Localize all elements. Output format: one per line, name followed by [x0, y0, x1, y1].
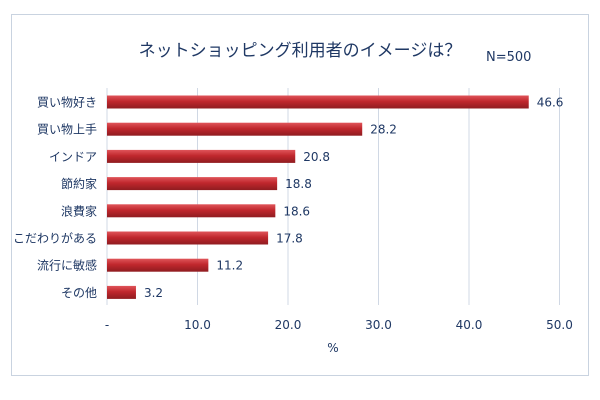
- bar: [107, 258, 209, 272]
- bar: [107, 177, 278, 191]
- category-label: インドア: [49, 150, 97, 164]
- data-label: 20.8: [303, 150, 330, 164]
- bars-group: [107, 95, 529, 299]
- data-label: 46.6: [537, 96, 564, 110]
- x-tick-label: 30.0: [365, 318, 392, 332]
- bar: [107, 122, 363, 136]
- x-tick-label: -: [105, 318, 109, 332]
- data-label: 17.8: [276, 232, 303, 246]
- bar: [107, 204, 276, 218]
- x-tick-label: 20.0: [275, 318, 302, 332]
- category-label: 浪費家: [61, 203, 97, 218]
- data-label: 18.8: [285, 177, 312, 191]
- data-label: 18.6: [283, 204, 310, 218]
- data-label: 11.2: [216, 259, 243, 273]
- category-label: その他: [61, 286, 97, 300]
- category-label: 買い物上手: [37, 123, 97, 137]
- bar: [107, 149, 296, 163]
- sample-size-note: N=500: [486, 50, 532, 65]
- bar: [107, 95, 529, 109]
- x-tick-label: 10.0: [184, 318, 211, 332]
- category-label: 買い物好き: [37, 96, 97, 110]
- category-label: 流行に敏感: [37, 258, 97, 273]
- gridlines: [106, 88, 560, 305]
- data-label: 3.2: [144, 286, 163, 300]
- x-tick-label: 50.0: [546, 318, 573, 332]
- x-tick-label: 40.0: [456, 318, 483, 332]
- x-tick-labels: - 10.0 20.0 30.0 40.0 50.0: [105, 318, 573, 332]
- chart-title: ネットショッピング利用者のイメージは？: [138, 41, 462, 61]
- value-labels: 46.6 28.2 20.8 18.8 18.6 17.8 11.2 3.2: [144, 96, 563, 300]
- data-label: 28.2: [370, 123, 397, 137]
- category-label: 節約家: [61, 176, 97, 191]
- category-label: こだわりがある: [13, 231, 97, 246]
- x-axis-label: %: [327, 341, 338, 355]
- bar: [107, 231, 269, 245]
- bar: [107, 285, 136, 299]
